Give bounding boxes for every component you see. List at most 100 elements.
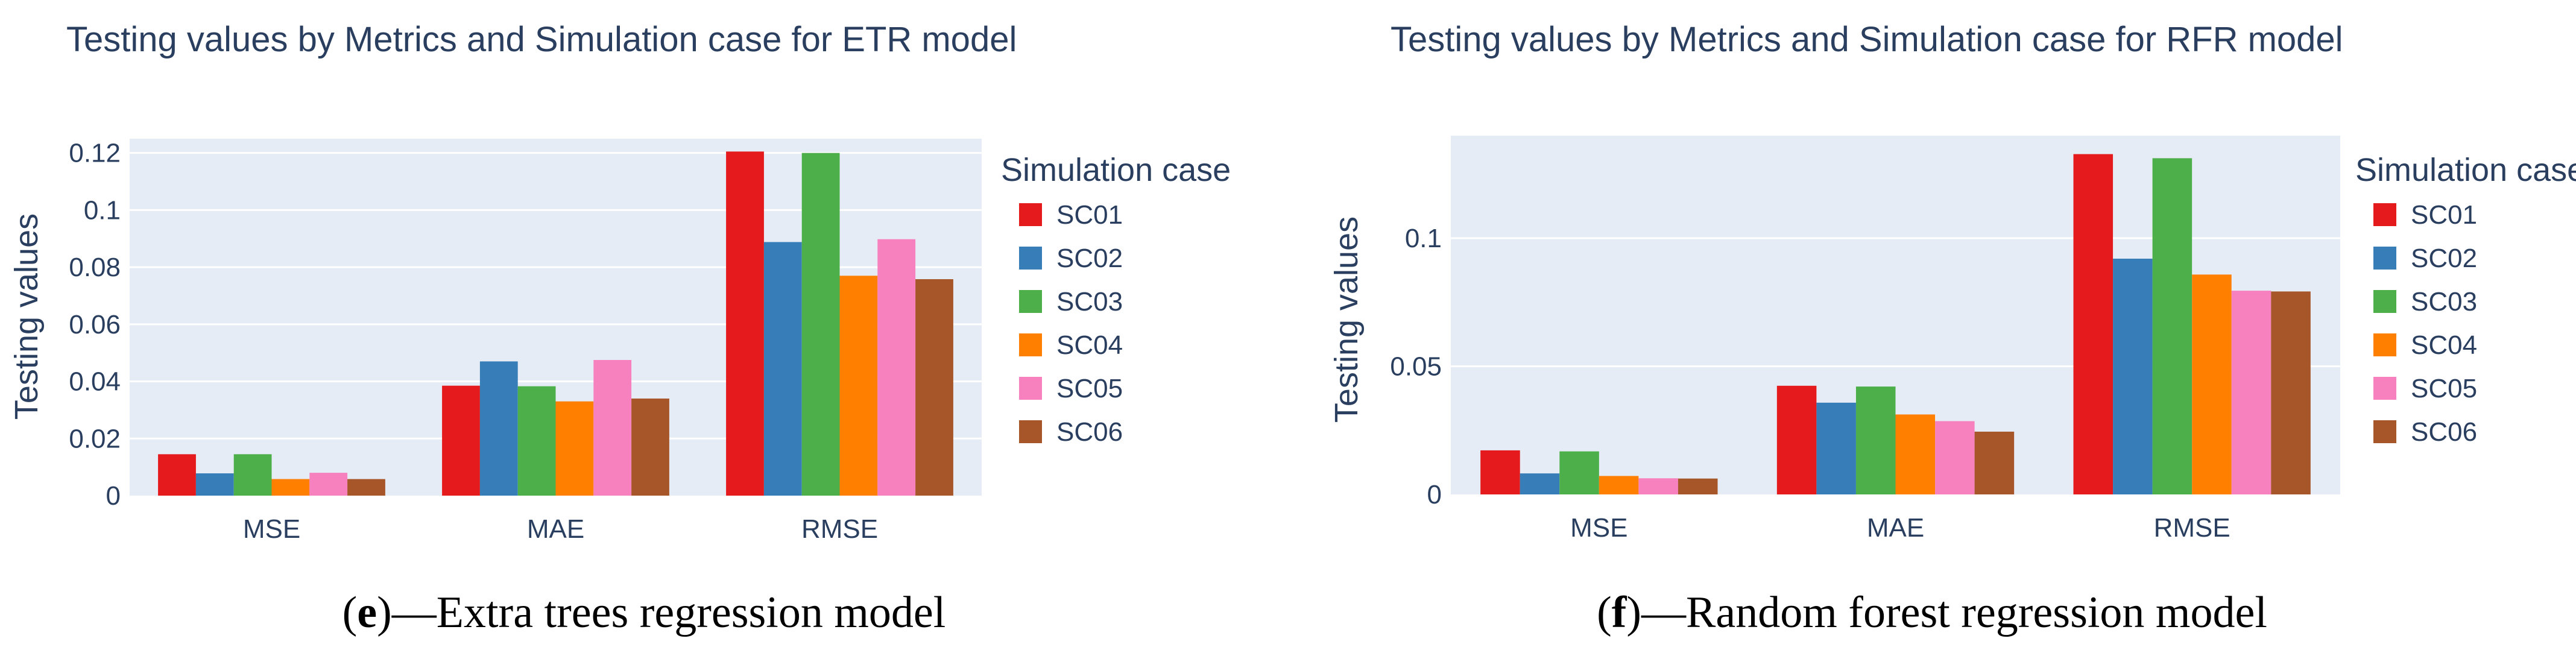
x-tick-label: MSE — [1570, 513, 1627, 543]
legend-title: Simulation case — [2355, 152, 2576, 188]
legend-swatch — [2373, 247, 2396, 270]
bars — [1480, 154, 2311, 495]
bar-sc01-mae — [1776, 385, 1817, 494]
bar-sc01-rmse — [726, 151, 764, 496]
bar-sc03-rmse — [2152, 158, 2192, 494]
y-tick-label: 0.05 — [1390, 352, 1442, 382]
legend-entry: SC05 — [2411, 374, 2477, 403]
y-axis-label: Testing values — [8, 213, 45, 420]
bar-sc01-mse — [1480, 450, 1520, 494]
x-tick-labels: MSE MAE RMSE — [1570, 513, 2230, 543]
y-tick-label: 0 — [106, 481, 121, 511]
x-tick-labels: MSE MAE RMSE — [243, 514, 878, 544]
legend-swatch — [1019, 247, 1042, 270]
bar-sc04-rmse — [839, 276, 878, 496]
bar-sc03-mse — [1559, 451, 1599, 494]
bar-sc01-mse — [158, 454, 196, 496]
caption-open: ( — [1597, 588, 1612, 637]
chart-panel-etr: Testing values by Metrics and Simulation… — [8, 20, 1231, 637]
legend-swatch — [1019, 420, 1042, 443]
rfr-bar-chart: Testing values by Metrics and Simulation… — [1328, 20, 2576, 637]
bar-sc03-rmse — [801, 153, 840, 496]
y-tick-label: 0.06 — [69, 310, 121, 339]
legend-swatch — [1019, 377, 1042, 400]
y-tick-label: 0 — [1427, 480, 1442, 509]
bar-sc02-mae — [1816, 402, 1856, 494]
x-tick-label: MSE — [243, 514, 300, 544]
etr-bar-chart: Testing values by Metrics and Simulation… — [8, 20, 1231, 637]
bar-sc04-mse — [1599, 476, 1639, 494]
bar-sc02-mse — [1520, 473, 1560, 494]
legend-entry: SC04 — [2411, 330, 2477, 360]
y-tick-label: 0.12 — [69, 139, 121, 168]
legend-swatch — [1019, 333, 1042, 356]
legend-entry: SC02 — [1056, 244, 1123, 273]
bar-sc06-mse — [1678, 478, 1718, 494]
bar-sc04-mae — [1895, 414, 1936, 494]
caption-open: ( — [343, 588, 358, 637]
bar-sc03-mse — [233, 454, 272, 496]
bar-sc04-rmse — [2192, 274, 2232, 494]
y-tick-label: 0.08 — [69, 253, 121, 282]
caption-letter: e — [357, 588, 377, 637]
caption-text: )—Extra trees regression model — [377, 588, 945, 637]
bar-sc02-rmse — [2113, 259, 2153, 494]
y-tick-label: 0.02 — [69, 424, 121, 453]
bar-sc05-mse — [1638, 478, 1678, 494]
y-tick-labels: 0 0.05 0.1 — [1390, 224, 1442, 509]
bar-sc05-rmse — [877, 239, 916, 496]
legend-entry: SC04 — [1056, 330, 1123, 360]
legend-swatch — [2373, 333, 2396, 356]
x-tick-label: MAE — [527, 514, 584, 544]
legend-entry: SC05 — [1056, 374, 1123, 403]
chart-title: Testing values by Metrics and Simulation… — [66, 20, 1017, 59]
figure-caption: (f)—Random forest regression model — [1597, 588, 2267, 637]
legend-swatch — [2373, 290, 2396, 313]
legend-swatch — [2373, 203, 2396, 226]
bar-sc05-rmse — [2231, 291, 2271, 494]
bar-sc05-mae — [1935, 421, 1975, 494]
bar-sc04-mse — [271, 479, 310, 496]
y-axis-label: Testing values — [1328, 216, 1365, 423]
figure-caption: (e)—Extra trees regression model — [343, 588, 946, 637]
legend-swatch — [2373, 377, 2396, 400]
y-tick-labels: 0 0.02 0.04 0.06 0.08 0.1 0.12 — [69, 139, 121, 511]
caption-text: )—Random forest regression model — [1626, 588, 2267, 637]
legend-swatch — [1019, 203, 1042, 226]
legend-entry: SC01 — [2411, 200, 2477, 230]
chart-title: Testing values by Metrics and Simulation… — [1391, 20, 2343, 59]
bar-sc06-rmse — [2271, 291, 2311, 494]
bar-sc05-mae — [593, 360, 632, 496]
bar-sc02-rmse — [763, 242, 802, 496]
bar-sc06-mae — [1974, 431, 2015, 494]
bar-sc03-mae — [1855, 386, 1896, 494]
legend-entry: SC02 — [2411, 244, 2477, 273]
legend: SC01 SC02 SC03 SC04 SC05 SC06 — [2373, 200, 2477, 447]
x-tick-label: RMSE — [801, 514, 878, 544]
legend-swatch — [1019, 290, 1042, 313]
legend-entry: SC06 — [1056, 417, 1123, 447]
bar-sc04-mae — [555, 401, 594, 496]
x-tick-label: MAE — [1867, 513, 1924, 543]
bar-sc06-rmse — [915, 279, 953, 496]
chart-panel-rfr: Testing values by Metrics and Simulation… — [1288, 0, 2576, 653]
legend-swatch — [2373, 420, 2396, 443]
legend: SC01 SC02 SC03 SC04 SC05 SC06 — [1019, 200, 1123, 447]
x-tick-label: RMSE — [2154, 513, 2230, 543]
bar-sc02-mse — [195, 473, 234, 496]
bar-sc02-mae — [479, 361, 518, 496]
bar-sc05-mse — [309, 473, 348, 496]
legend-entry: SC03 — [2411, 287, 2477, 317]
legend-title: Simulation case — [1001, 152, 1231, 188]
bar-sc06-mae — [631, 398, 669, 496]
bar-sc01-rmse — [2073, 154, 2114, 495]
bar-sc01-mae — [442, 385, 480, 496]
bars — [158, 151, 953, 496]
y-tick-label: 0.1 — [1405, 224, 1442, 253]
y-tick-label: 0.04 — [69, 367, 121, 397]
legend-entry: SC01 — [1056, 200, 1123, 230]
y-tick-label: 0.1 — [84, 195, 121, 225]
legend-entry: SC06 — [2411, 417, 2477, 447]
bar-sc03-mae — [517, 386, 556, 496]
bar-sc06-mse — [347, 479, 385, 496]
